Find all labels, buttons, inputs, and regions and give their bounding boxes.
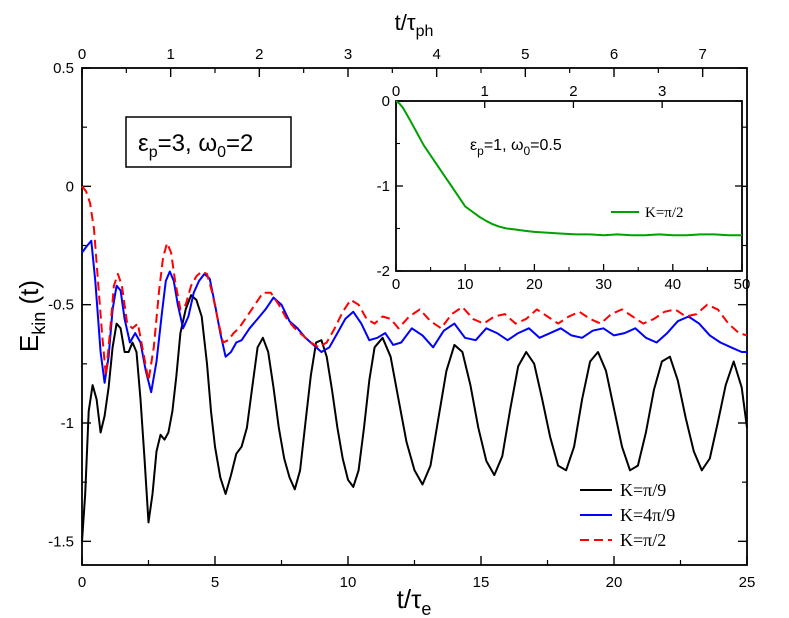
inset-series-group [395,100,742,237]
x-tick-label: 10 [340,574,357,591]
x-tick-label: 15 [473,574,490,591]
series-line-1 [81,239,747,394]
top-tick-label: 3 [344,46,352,63]
inset-x-tick-label: 20 [526,276,543,293]
inset-x-tick-label: 10 [457,276,474,293]
annotation-text: εp=3, ω0=2 [138,130,253,161]
main-y-axis-title: Ekin (t) [14,280,49,352]
main-series-group [81,185,748,542]
series-line-2 [81,185,748,382]
y-tick-label: -0.5 [48,297,74,314]
inset-y-tick-label: 0 [382,93,390,110]
inset-legend: K=π/2 [611,205,684,221]
x-tick-label: 20 [606,574,623,591]
top-tick-label: 4 [432,46,440,63]
inset-x-tick-label: 0 [392,276,400,293]
y-tick-label: -1 [61,415,74,432]
inset-series-line-0 [395,100,742,237]
inset-x-tick-label: 50 [734,276,751,293]
top-tick-label: 0 [78,46,86,63]
annotation-box [125,116,292,168]
legend-label-2: K=π/2 [620,530,666,550]
main-x-axis-title: t/τe [397,584,432,618]
y-tick-label: 0.5 [53,60,74,77]
main-parameter-annotation: εp=3, ω0=2 [125,116,292,168]
main-axis-ticks: 0 5 10 15 20 250.50-0.5-1-1.50 1 2 3 4 5 6 7 [48,46,755,591]
inset-top-tick-label: 1 [481,83,489,100]
top-tick-label: 2 [255,46,263,63]
inset-background [396,101,742,271]
inset-axis-ticks: 0 10 20 30 40 500-1-20 1 2 3 [377,83,751,293]
x-tick-label: 25 [739,574,756,591]
inset-annotation-text: εp=1, ω0=0.5 [470,137,562,158]
inset-legend-label: K=π/2 [645,205,684,221]
legend-label-0: K=π/9 [620,480,666,500]
inset-x-tick-label: 40 [664,276,681,293]
y-tick-label: -1.5 [48,533,74,550]
top-tick-label: 6 [610,46,618,63]
inset-y-tick-label: -2 [377,263,390,280]
top-tick-label: 7 [698,46,706,63]
top-tick-label: 5 [521,46,529,63]
x-tick-label: 5 [211,574,219,591]
main-legend: K=π/9 K=4π/9 K=π/2 [580,480,675,550]
inset-top-tick-label: 2 [569,83,577,100]
inset-top-tick-label: 3 [658,83,666,100]
y-tick-label: 0 [66,178,74,195]
inset-y-tick-label: -1 [377,178,390,195]
series-line-0 [81,294,748,542]
inset-x-tick-label: 30 [595,276,612,293]
x-tick-label: 0 [78,574,86,591]
top-tick-label: 1 [166,46,174,63]
main-top-axis-title: t/τph [395,10,434,40]
inset-top-tick-label: 0 [392,83,400,100]
legend-label-1: K=4π/9 [620,505,675,525]
